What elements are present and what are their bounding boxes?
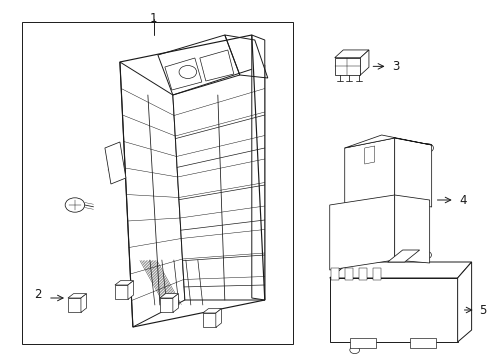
Bar	[22, 22, 293, 344]
Polygon shape	[330, 268, 338, 280]
Polygon shape	[81, 294, 86, 312]
Polygon shape	[457, 262, 470, 342]
Bar	[334, 58, 360, 75]
Polygon shape	[120, 62, 184, 327]
Polygon shape	[215, 309, 221, 327]
Polygon shape	[160, 298, 173, 312]
Polygon shape	[344, 135, 431, 148]
Polygon shape	[203, 313, 215, 327]
Polygon shape	[364, 146, 374, 164]
Polygon shape	[329, 278, 457, 342]
Polygon shape	[358, 268, 366, 280]
Polygon shape	[251, 35, 264, 300]
Polygon shape	[387, 250, 419, 262]
Polygon shape	[105, 142, 125, 184]
Polygon shape	[329, 195, 394, 270]
Polygon shape	[329, 262, 470, 278]
Polygon shape	[344, 138, 394, 210]
Text: 3: 3	[391, 60, 399, 73]
Polygon shape	[203, 309, 221, 313]
Text: 5: 5	[479, 303, 486, 316]
Polygon shape	[334, 50, 368, 58]
Polygon shape	[394, 195, 429, 263]
Polygon shape	[372, 268, 380, 280]
Polygon shape	[349, 338, 375, 348]
Polygon shape	[68, 294, 86, 298]
Polygon shape	[344, 268, 352, 280]
Polygon shape	[173, 294, 178, 312]
Text: 1: 1	[150, 12, 157, 24]
Polygon shape	[115, 285, 128, 300]
Polygon shape	[409, 338, 435, 348]
Polygon shape	[115, 281, 133, 285]
Text: 2: 2	[34, 288, 41, 302]
Polygon shape	[360, 50, 368, 75]
Text: 4: 4	[459, 194, 466, 207]
Polygon shape	[394, 138, 431, 207]
Polygon shape	[160, 294, 178, 298]
Polygon shape	[172, 65, 264, 300]
Polygon shape	[128, 281, 133, 300]
Polygon shape	[68, 298, 81, 312]
